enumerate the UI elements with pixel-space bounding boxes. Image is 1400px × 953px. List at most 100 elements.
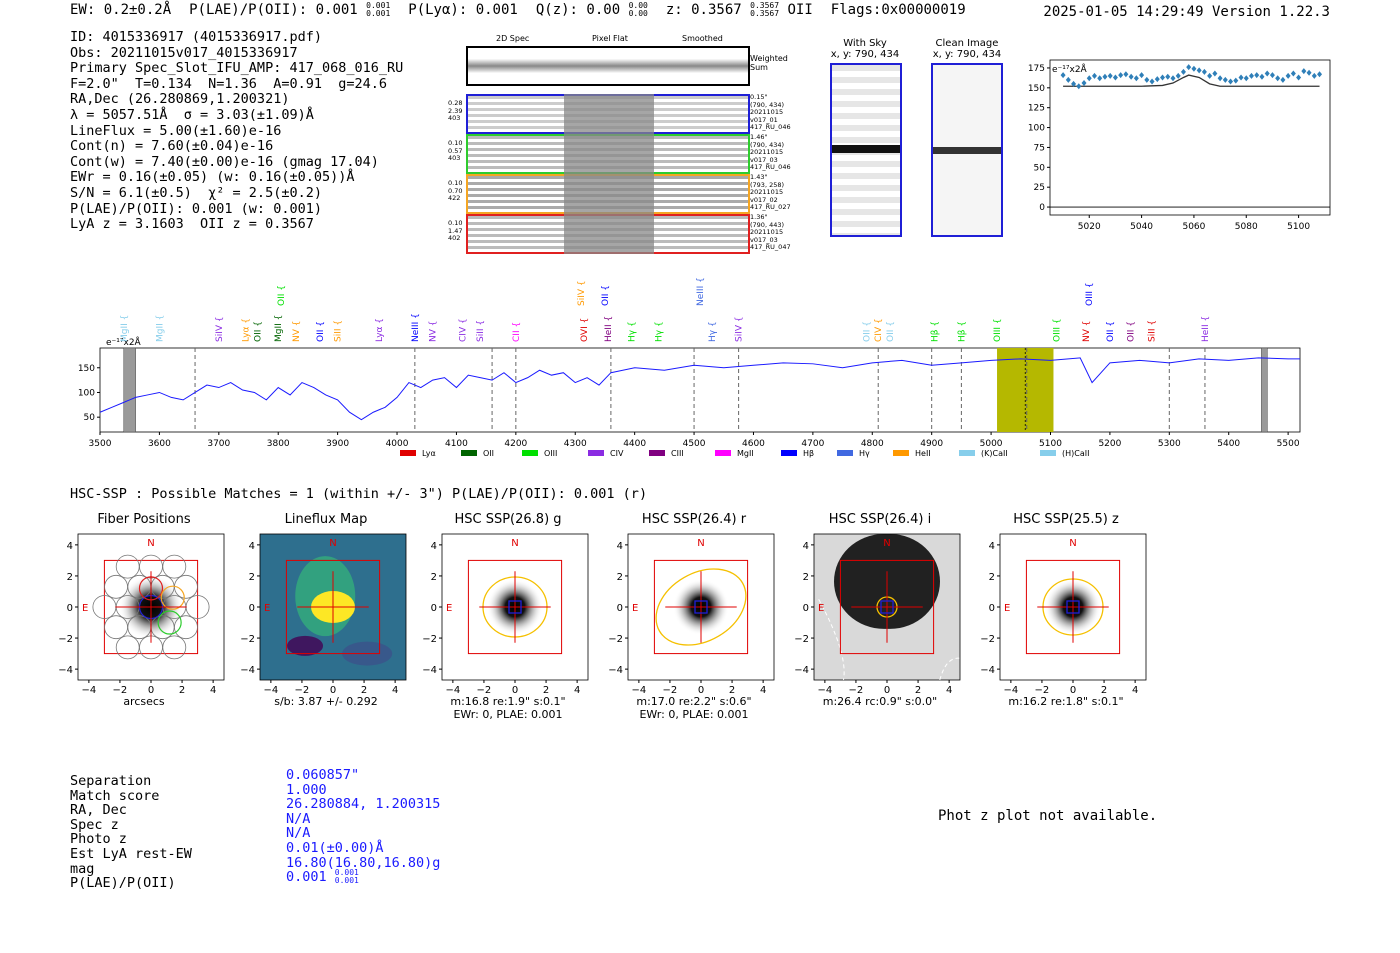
y-tick-label: −2 xyxy=(58,634,73,645)
y-tick-label: −2 xyxy=(240,634,255,645)
legend-swatch xyxy=(522,450,538,456)
fiber-meta: 1.46" (790, 434) 20211015 v017_03 417_RU… xyxy=(750,133,791,171)
x-tick-label: −4 xyxy=(445,685,460,695)
x-tick-label: 2 xyxy=(179,685,185,695)
cutout-title: HSC SSP(25.5) z xyxy=(1013,512,1119,527)
data-point xyxy=(1186,64,1192,71)
match-value: 0.01(±0.00)Å xyxy=(286,839,384,856)
line-label: OIII { xyxy=(1085,282,1095,306)
data-point xyxy=(1217,75,1223,82)
source-ellipse xyxy=(655,568,747,646)
data-point xyxy=(1076,83,1082,90)
legend-swatch xyxy=(588,450,604,456)
data-point xyxy=(1248,72,1254,79)
ew-value: EW: 0.2±0.2Å xyxy=(70,2,172,18)
line-label: SiIV { xyxy=(577,280,587,306)
y-tick-label: 2 xyxy=(431,572,437,583)
cutout-title: Fiber Positions xyxy=(97,512,191,527)
compass-n: N xyxy=(1069,538,1076,549)
x-tick-label: −4 xyxy=(1003,685,1018,695)
compass-e: E xyxy=(818,603,824,614)
match-label: Photo z xyxy=(70,831,127,848)
data-point xyxy=(1123,71,1129,78)
compass-e: E xyxy=(1004,603,1010,614)
masked-band xyxy=(1261,347,1268,433)
line-label: NeIII { xyxy=(411,313,421,342)
data-point xyxy=(1071,80,1077,87)
detection-info: ID: 4015336917 (4015336917.pdf) Obs: 2021… xyxy=(70,29,403,233)
y-tick-label: 2 xyxy=(67,572,73,583)
with-sky-title: With Sky x, y: 790, 434 xyxy=(830,38,900,60)
clean-image xyxy=(931,63,1003,237)
cutout-caption: m:16.8 re:1.9" s:0.1" xyxy=(450,695,566,708)
data-point xyxy=(1128,73,1134,80)
cutout-caption: EWr: 0, PLAE: 0.001 xyxy=(639,708,749,721)
legend-label: Lyα xyxy=(422,449,436,458)
x-tick-label: 3900 xyxy=(326,439,349,449)
compass-n: N xyxy=(883,538,890,549)
flags-value: Flags:0x00000019 xyxy=(830,2,966,18)
data-point xyxy=(1139,72,1145,79)
clean-image-title: Clean Image x, y: 790, 434 xyxy=(932,38,1002,60)
x-tick-label: −4 xyxy=(263,685,278,695)
fiber-circle xyxy=(162,635,187,660)
x-tick-label: 5100 xyxy=(1287,222,1310,232)
y-tick-label: −4 xyxy=(608,665,623,676)
cutout-image: −4 −4 −2 −2 0 0 2 2 4 4 N E xyxy=(608,533,775,695)
line-label: OIII { xyxy=(1052,318,1062,342)
with-sky-image xyxy=(830,63,902,237)
fiber-circle xyxy=(104,574,128,599)
fiber-meta: 1.43" (793, 258) 20211015 v017_02 417_RU… xyxy=(750,173,791,211)
data-point xyxy=(1264,70,1270,77)
data-point xyxy=(1086,75,1092,82)
match-value: 26.280884, 1.200315 xyxy=(286,796,441,813)
legend-label: OII xyxy=(483,449,494,458)
y-tick-label: 125 xyxy=(1028,104,1045,114)
x-tick-label: −2 xyxy=(477,685,492,695)
compass-n: N xyxy=(697,538,704,549)
pixel-flat-column xyxy=(564,94,654,254)
line-label: Hβ { xyxy=(957,321,967,342)
line-label: HeII { xyxy=(604,316,614,342)
y-tick-label: 75 xyxy=(1034,143,1045,153)
legend-label: CIII xyxy=(671,449,684,458)
cutout-caption: m:26.4 rc:0.9" s:0.0" xyxy=(822,695,938,708)
line-label: CIV { xyxy=(874,318,884,342)
photz-message: Phot z plot not available. xyxy=(938,808,1158,824)
fiber-circle xyxy=(104,615,128,640)
x-tick-label: 4900 xyxy=(920,439,943,449)
line-label: Hγ { xyxy=(628,321,638,342)
y-tick-label: 0 xyxy=(431,603,437,614)
line-label: NV { xyxy=(292,321,302,342)
y-tick-label: 0 xyxy=(1039,203,1045,213)
data-point xyxy=(1107,72,1113,79)
match-label: RA, Dec xyxy=(70,802,127,819)
line-label: SiII { xyxy=(476,320,486,342)
version: Version 1.22.3 xyxy=(1211,4,1330,20)
line-label: OII { xyxy=(1106,321,1116,342)
qz-value: Q(z): 0.00 0.00 0.00 xyxy=(535,1,648,19)
header-pixel-flat: Pixel Flat xyxy=(592,34,628,43)
y-tick-label: 50 xyxy=(84,413,96,423)
match-label: Est LyA rest-EW xyxy=(70,845,192,862)
detection-marker xyxy=(694,600,708,614)
x-tick-label: 4100 xyxy=(445,439,468,449)
spectrum-line xyxy=(99,357,1300,421)
line-label: MgII { xyxy=(120,315,130,342)
line-label: CII { xyxy=(512,322,522,342)
data-point xyxy=(1233,77,1239,84)
legend-swatch xyxy=(715,450,731,456)
fiber-stats: 0.10 1.47 402 xyxy=(448,219,463,242)
data-point xyxy=(1154,76,1160,83)
x-tick-label: 5400 xyxy=(1217,439,1240,449)
x-tick-label: 2 xyxy=(915,685,921,695)
x-tick-label: 3800 xyxy=(267,439,290,449)
y-tick-label: 0 xyxy=(67,603,73,614)
info-line: Obs: 20211015v017_4015336917 xyxy=(70,44,298,61)
data-point xyxy=(1102,73,1108,80)
aperture-box xyxy=(285,559,381,655)
plae-value: P(LAE)/P(OII): 0.001 0.001 0.001 xyxy=(189,1,391,19)
info-line: ID: 4015336917 (4015336917.pdf) xyxy=(70,29,322,45)
